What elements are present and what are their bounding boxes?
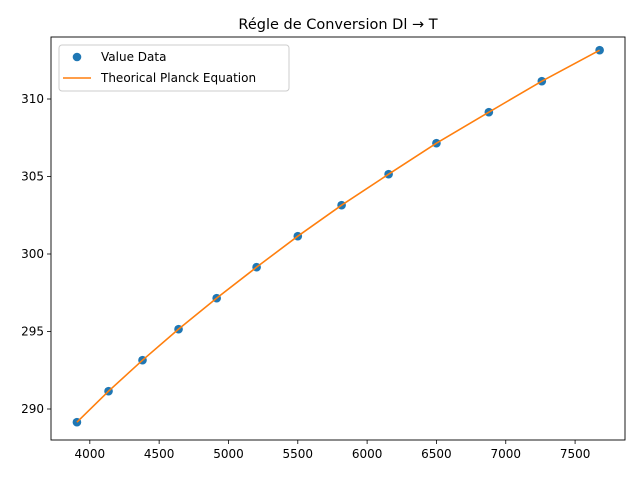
y-tick-label: 295 [21,325,44,339]
x-tick-label: 6000 [352,447,383,461]
legend-marker [72,52,82,62]
series-line [76,49,601,423]
plot-frame [50,36,626,441]
legend-label: Value Data [101,50,166,64]
x-axis: 4000 4500 5000 5500 6000 6500 7000 7500 [75,440,591,461]
x-tick-label: 4000 [75,447,106,461]
legend-box [58,44,290,92]
x-tick-label: 5500 [283,447,314,461]
x-tick-label: 7500 [560,447,591,461]
y-axis: 290 295 300 305 310 [21,92,51,416]
x-tick-label: 4500 [144,447,175,461]
x-tick-label: 7000 [490,447,521,461]
legend: Value Data Theorical Planck Equation [58,44,290,92]
plot-area [72,45,604,427]
x-tick-label: 5000 [213,447,244,461]
y-tick-label: 310 [21,92,44,106]
chart-title: Régle de Conversion Dl → T [238,17,437,33]
y-tick-label: 290 [21,402,44,416]
y-tick-label: 300 [21,247,44,261]
y-tick-label: 305 [21,170,44,184]
legend-label: Theorical Planck Equation [100,71,256,85]
x-tick-label: 6500 [421,447,452,461]
